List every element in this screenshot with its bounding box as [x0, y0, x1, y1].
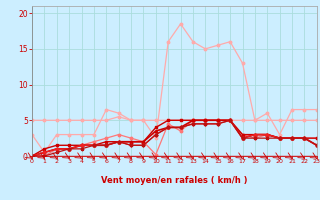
X-axis label: Vent moyen/en rafales ( km/h ): Vent moyen/en rafales ( km/h )	[101, 176, 248, 185]
